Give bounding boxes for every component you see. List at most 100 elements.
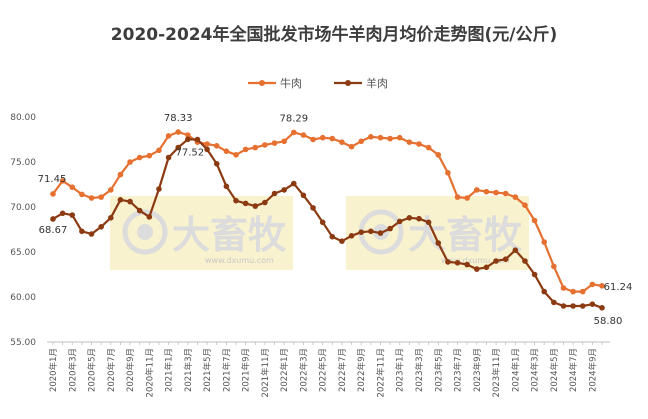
data-point <box>59 178 66 184</box>
series-line-牛肉 <box>52 130 603 293</box>
data-label: 78.33 <box>164 113 193 124</box>
data-point <box>310 205 316 211</box>
data-point <box>242 146 249 153</box>
data-point <box>233 152 239 158</box>
y-tick-label: 80.00 <box>10 113 36 123</box>
x-tick-label: 2020年3月 <box>67 348 78 392</box>
data-point <box>117 197 124 203</box>
data-point <box>531 271 538 278</box>
data-point <box>117 171 124 178</box>
watermark-left: 大畜牧 www.dxumu.com <box>110 196 293 270</box>
data-point <box>88 231 95 237</box>
data-point <box>175 129 182 135</box>
data-point <box>570 303 576 309</box>
data-point <box>425 144 432 151</box>
data-point <box>531 217 538 224</box>
chart-title: 2020-2024年全国批发市场牛羊肉月均价走势图(元/公斤) <box>111 24 557 45</box>
data-point <box>165 133 172 139</box>
x-tick-label: 2021年1月 <box>164 348 175 392</box>
data-point <box>98 224 104 230</box>
x-tick-label: 2024年7月 <box>568 348 579 392</box>
data-point <box>512 247 519 253</box>
x-tick-label: 2022年1月 <box>279 348 290 392</box>
data-label: 71.45 <box>38 174 67 185</box>
data-point <box>213 143 220 149</box>
data-point <box>300 192 307 199</box>
axes: 55.00 60.00 65.00 70.00 75.00 80.00 2020年1月 202… <box>10 113 610 397</box>
data-point <box>185 132 191 138</box>
data-point <box>79 228 85 235</box>
data-point <box>300 132 307 138</box>
data-point <box>406 139 413 145</box>
x-tick-label: 2024年3月 <box>530 348 541 392</box>
legend-label: 羊肉 <box>366 76 388 90</box>
data-point <box>368 228 374 235</box>
data-point <box>339 238 345 244</box>
data-point <box>319 219 326 226</box>
legend-label: 牛肉 <box>280 76 302 90</box>
x-tick-label: 2021年11月 <box>260 348 271 397</box>
data-point <box>107 215 114 221</box>
watermark-url: www.dxumu.com <box>441 256 510 265</box>
data-point <box>551 263 557 270</box>
x-tick-label: 2023年3月 <box>414 348 425 392</box>
data-point <box>88 195 95 201</box>
data-point <box>387 135 393 142</box>
data-point <box>252 203 259 209</box>
data-point <box>522 258 528 264</box>
x-tick-label: 2022年11月 <box>375 348 386 397</box>
data-point <box>290 180 297 187</box>
data-point <box>107 187 114 193</box>
data-point <box>396 134 403 141</box>
data-label: 61.24 <box>604 282 633 293</box>
data-point <box>599 283 605 289</box>
data-point <box>136 207 143 214</box>
x-tick-label: 2020年1月 <box>48 348 59 392</box>
data-point <box>252 144 259 151</box>
data-point <box>570 288 576 295</box>
legend-marker <box>259 80 265 86</box>
data-point <box>79 191 85 198</box>
legend: 牛肉 羊肉 <box>248 76 388 90</box>
watermark-logo-icon <box>122 209 168 255</box>
data-point <box>454 260 461 266</box>
x-tick-label: 2023年1月 <box>395 348 406 392</box>
x-tick-label: 2020年7月 <box>106 348 117 392</box>
data-point <box>425 219 432 226</box>
y-tick-label: 65.00 <box>10 248 36 258</box>
data-point <box>368 134 374 140</box>
data-point <box>493 258 499 264</box>
data-point <box>290 129 297 136</box>
x-tick-label: 2020年9月 <box>125 348 136 392</box>
data-point <box>377 230 384 236</box>
data-point <box>579 303 586 309</box>
x-tick-label: 2022年3月 <box>298 348 309 392</box>
data-point <box>175 144 182 151</box>
data-point <box>589 281 596 288</box>
data-point <box>551 299 557 306</box>
data-point <box>483 264 490 271</box>
data-point <box>483 188 490 195</box>
x-tick-label: 2023年11月 <box>491 348 502 397</box>
data-point <box>454 194 461 200</box>
data-point <box>522 202 528 208</box>
data-point <box>204 146 210 153</box>
data-point <box>435 152 442 158</box>
data-point <box>156 147 162 154</box>
data-labels: 71.45 68.67 78.33 77.52 78.29 61.24 58.80 <box>38 113 633 327</box>
watermark-url: www.dxumu.com <box>205 256 274 265</box>
data-point <box>146 214 153 220</box>
data-point <box>560 285 567 291</box>
data-point <box>464 261 470 268</box>
x-tick-label: 2024年5月 <box>549 348 560 392</box>
data-point <box>541 288 548 295</box>
data-point <box>262 142 268 148</box>
data-point <box>599 305 605 311</box>
data-point <box>473 187 480 193</box>
data-point <box>493 189 499 196</box>
x-tick-label: 2022年7月 <box>337 348 348 392</box>
data-point <box>541 239 548 245</box>
x-tick-label: 2024年9月 <box>587 348 598 392</box>
data-label: 68.67 <box>39 225 68 236</box>
